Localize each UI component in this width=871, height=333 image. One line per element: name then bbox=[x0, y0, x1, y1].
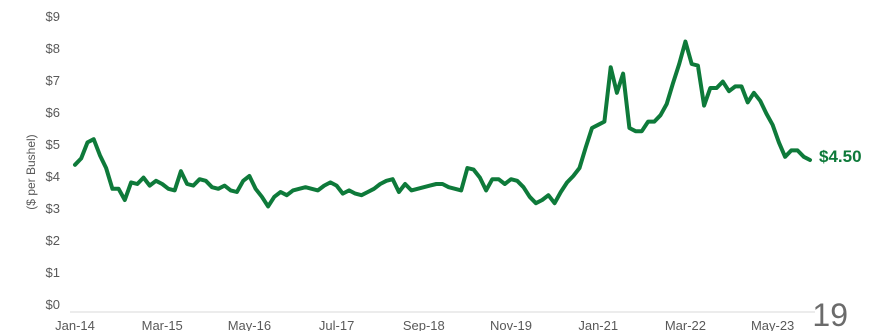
end-value-label: $4.50 bbox=[819, 147, 862, 166]
y-tick-label: $6 bbox=[46, 105, 60, 120]
x-tick-label: Nov-19 bbox=[490, 318, 532, 331]
x-tick-label: Mar-15 bbox=[142, 318, 183, 331]
y-tick-label: $5 bbox=[46, 137, 60, 152]
x-tick-label: May-16 bbox=[228, 318, 271, 331]
x-tick-label: Jan-14 bbox=[55, 318, 95, 331]
y-axis-ticks: $0 $1 $2 $3 $4 $5 $6 $7 $8 $9 bbox=[46, 9, 60, 312]
x-axis-ticks: Jan-14 Mar-15 May-16 Jul-17 Sep-18 Nov-19 Jan-… bbox=[55, 318, 794, 331]
x-tick-label: May-23 bbox=[751, 318, 794, 331]
x-tick-label: Sep-18 bbox=[403, 318, 445, 331]
x-tick-label: Mar-22 bbox=[665, 318, 706, 331]
y-tick-label: $9 bbox=[46, 9, 60, 24]
y-tick-label: $4 bbox=[46, 169, 60, 184]
y-tick-label: $0 bbox=[46, 297, 60, 312]
x-tick-label: Jan-21 bbox=[578, 318, 618, 331]
series-line bbox=[73, 39, 812, 209]
y-tick-label: $3 bbox=[46, 201, 60, 216]
slide-number: 19 bbox=[812, 297, 848, 333]
x-tick-label: Jul-17 bbox=[319, 318, 354, 331]
y-tick-label: $8 bbox=[46, 41, 60, 56]
y-tick-label: $7 bbox=[46, 73, 60, 88]
y-tick-label: $1 bbox=[46, 265, 60, 280]
y-axis-label: ($ per Bushel) bbox=[24, 134, 38, 209]
y-tick-label: $2 bbox=[46, 233, 60, 248]
